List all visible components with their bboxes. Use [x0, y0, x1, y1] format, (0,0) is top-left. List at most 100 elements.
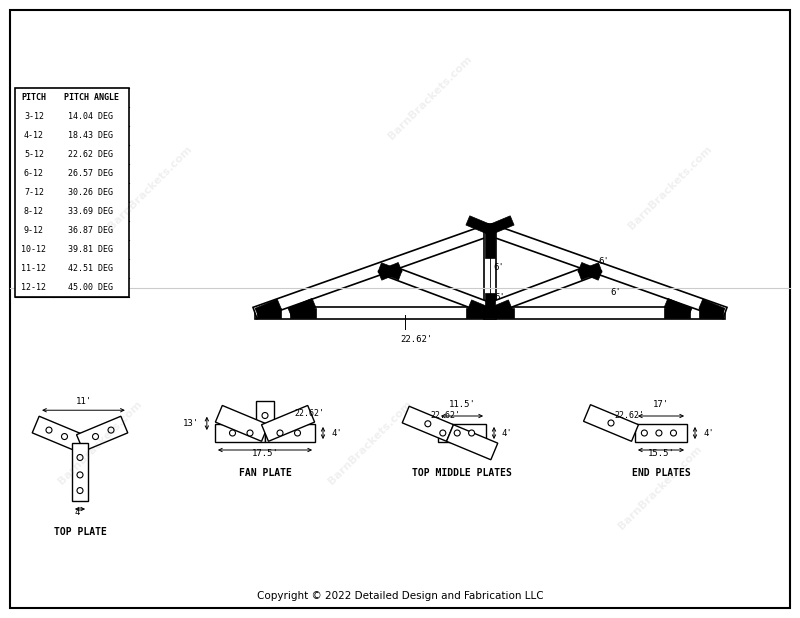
Bar	[484, 224, 496, 319]
Text: PITCH: PITCH	[22, 93, 46, 102]
Circle shape	[108, 427, 114, 433]
Polygon shape	[578, 263, 602, 280]
Circle shape	[77, 454, 83, 460]
Circle shape	[93, 434, 98, 439]
Text: 17.5': 17.5'	[251, 449, 278, 458]
Polygon shape	[699, 299, 725, 318]
Text: 26.57 DEG: 26.57 DEG	[69, 169, 114, 178]
Text: 22.62 DEG: 22.62 DEG	[69, 150, 114, 159]
Text: 12-12: 12-12	[22, 283, 46, 292]
Text: BarnBrackets.com: BarnBrackets.com	[616, 444, 704, 531]
Polygon shape	[215, 405, 269, 441]
Circle shape	[77, 488, 83, 494]
Polygon shape	[578, 263, 602, 280]
Text: 11-12: 11-12	[22, 264, 46, 273]
Circle shape	[230, 430, 235, 436]
Polygon shape	[664, 298, 692, 318]
Text: 13': 13'	[182, 419, 199, 428]
Text: 4': 4'	[703, 428, 714, 438]
Text: 7-12: 7-12	[24, 188, 44, 197]
Text: 22.62': 22.62'	[294, 410, 325, 418]
Polygon shape	[402, 406, 454, 441]
Polygon shape	[388, 266, 492, 315]
Bar	[256, 400, 274, 433]
Polygon shape	[378, 263, 402, 280]
Polygon shape	[255, 299, 281, 318]
Bar	[699, 308, 723, 318]
Circle shape	[469, 430, 474, 436]
Text: 6-12: 6-12	[24, 169, 44, 178]
Circle shape	[62, 434, 67, 439]
Polygon shape	[488, 216, 514, 234]
Text: 4': 4'	[74, 508, 86, 517]
Circle shape	[656, 430, 662, 436]
Bar	[466, 308, 514, 318]
Circle shape	[77, 472, 83, 478]
Polygon shape	[288, 298, 316, 318]
Text: 36.87 DEG: 36.87 DEG	[69, 226, 114, 235]
Text: 45.00 DEG: 45.00 DEG	[69, 283, 114, 292]
Text: 42.51 DEG: 42.51 DEG	[69, 264, 114, 273]
Text: 4': 4'	[502, 428, 513, 438]
Text: 4': 4'	[331, 428, 342, 438]
Bar	[485, 293, 495, 313]
Polygon shape	[215, 424, 265, 442]
Circle shape	[425, 421, 431, 427]
Text: 39.81 DEG: 39.81 DEG	[69, 245, 114, 254]
Bar	[257, 308, 281, 318]
Bar	[635, 424, 687, 442]
Circle shape	[608, 420, 614, 426]
Bar	[15, 88, 129, 297]
Text: 11.5': 11.5'	[449, 400, 475, 409]
Circle shape	[262, 412, 268, 418]
Circle shape	[277, 430, 283, 436]
Text: 4-12: 4-12	[24, 131, 44, 140]
Text: FAN PLATE: FAN PLATE	[238, 468, 291, 478]
Polygon shape	[488, 266, 592, 315]
Text: TOP MIDDLE PLATES: TOP MIDDLE PLATES	[412, 468, 512, 478]
Text: 10-12: 10-12	[22, 245, 46, 254]
Circle shape	[46, 427, 52, 433]
Bar	[255, 307, 725, 319]
Circle shape	[247, 430, 253, 436]
Circle shape	[440, 430, 446, 436]
Polygon shape	[253, 224, 492, 319]
Polygon shape	[446, 425, 498, 460]
Circle shape	[670, 430, 677, 436]
Text: 6': 6'	[494, 292, 505, 302]
Circle shape	[642, 430, 647, 436]
Text: 9-12: 9-12	[24, 226, 44, 235]
Text: 11': 11'	[75, 397, 91, 406]
Text: 22.62': 22.62'	[431, 411, 461, 420]
Text: 6': 6'	[610, 287, 621, 297]
Bar	[290, 308, 316, 318]
Polygon shape	[583, 405, 638, 441]
Text: 30.26 DEG: 30.26 DEG	[69, 188, 114, 197]
Text: 6': 6'	[493, 263, 504, 272]
Circle shape	[294, 430, 301, 436]
Polygon shape	[466, 216, 492, 234]
Text: 22.62': 22.62'	[400, 335, 432, 344]
Polygon shape	[468, 300, 492, 318]
Text: 22.62': 22.62'	[614, 411, 644, 420]
Polygon shape	[77, 417, 128, 451]
Polygon shape	[32, 417, 83, 451]
Text: 14.04 DEG: 14.04 DEG	[69, 112, 114, 121]
Text: 33.69 DEG: 33.69 DEG	[69, 207, 114, 216]
Text: 17': 17'	[653, 400, 669, 409]
Text: PITCH ANGLE: PITCH ANGLE	[63, 93, 118, 102]
Text: END PLATES: END PLATES	[632, 468, 690, 478]
Text: BarnBrackets.com: BarnBrackets.com	[626, 144, 714, 232]
Polygon shape	[262, 405, 314, 441]
Text: TOP PLATE: TOP PLATE	[54, 527, 106, 537]
Text: BarnBrackets.com: BarnBrackets.com	[106, 144, 194, 232]
Polygon shape	[488, 300, 512, 318]
Text: 8-12: 8-12	[24, 207, 44, 216]
Text: BarnBrackets.com: BarnBrackets.com	[386, 54, 474, 142]
Polygon shape	[265, 424, 315, 442]
Text: 15.5': 15.5'	[647, 449, 674, 458]
Text: 6': 6'	[598, 257, 609, 266]
Bar	[72, 443, 88, 501]
Text: 3-12: 3-12	[24, 112, 44, 121]
Polygon shape	[378, 263, 402, 280]
